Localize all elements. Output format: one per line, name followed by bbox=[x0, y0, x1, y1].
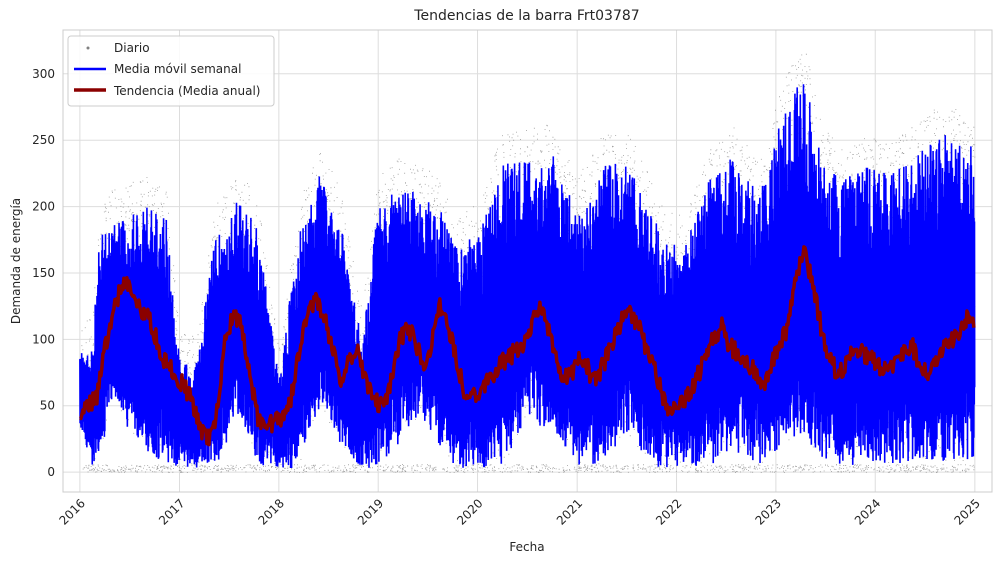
weekly-moving-average bbox=[79, 84, 976, 469]
x-tick-label: 2023 bbox=[752, 496, 783, 527]
weekly-line bbox=[79, 84, 976, 469]
trend-line bbox=[79, 245, 976, 447]
y-tick-label: 250 bbox=[32, 133, 55, 147]
x-tick-label: 2022 bbox=[653, 496, 684, 527]
y-tick-label: 0 bbox=[47, 465, 55, 479]
annual-trend bbox=[79, 245, 976, 447]
plot-frame bbox=[62, 29, 993, 493]
x-tick-label: 2019 bbox=[355, 496, 386, 527]
y-tick-label: 150 bbox=[32, 266, 55, 280]
x-tick-label: 2024 bbox=[852, 496, 883, 527]
x-tick-label: 2016 bbox=[56, 496, 87, 527]
x-tick-label: 2021 bbox=[554, 496, 585, 527]
x-axis-label: Fecha bbox=[509, 540, 544, 554]
legend-marker-daily bbox=[86, 46, 90, 50]
y-tick-label: 200 bbox=[32, 200, 55, 214]
y-axis-label: Demanda de energía bbox=[9, 198, 23, 324]
x-tick-label: 2020 bbox=[454, 496, 485, 527]
y-tick-label: 50 bbox=[40, 399, 55, 413]
x-tick-label: 2025 bbox=[951, 496, 982, 527]
legend-label-weekly: Media móvil semanal bbox=[114, 62, 241, 76]
chart-title: Tendencias de la barra Frt03787 bbox=[413, 8, 639, 24]
legend-box bbox=[67, 35, 275, 107]
y-tick-label: 100 bbox=[32, 332, 55, 346]
y-axis: 0 50 100 150 200 250 300 bbox=[32, 67, 55, 479]
y-tick-label: 300 bbox=[32, 67, 55, 81]
x-tick-label: 2017 bbox=[156, 496, 187, 527]
legend-label-trend: Tendencia (Media anual) bbox=[113, 84, 260, 98]
x-axis: 2016 2017 2018 2019 2020 2021 2022 2023 2024 2025 bbox=[56, 496, 982, 527]
legend-label-daily: Diario bbox=[114, 41, 150, 55]
legend: Diario Media móvil semanal Tendencia (Me… bbox=[67, 35, 275, 107]
x-tick-label: 2018 bbox=[255, 496, 286, 527]
